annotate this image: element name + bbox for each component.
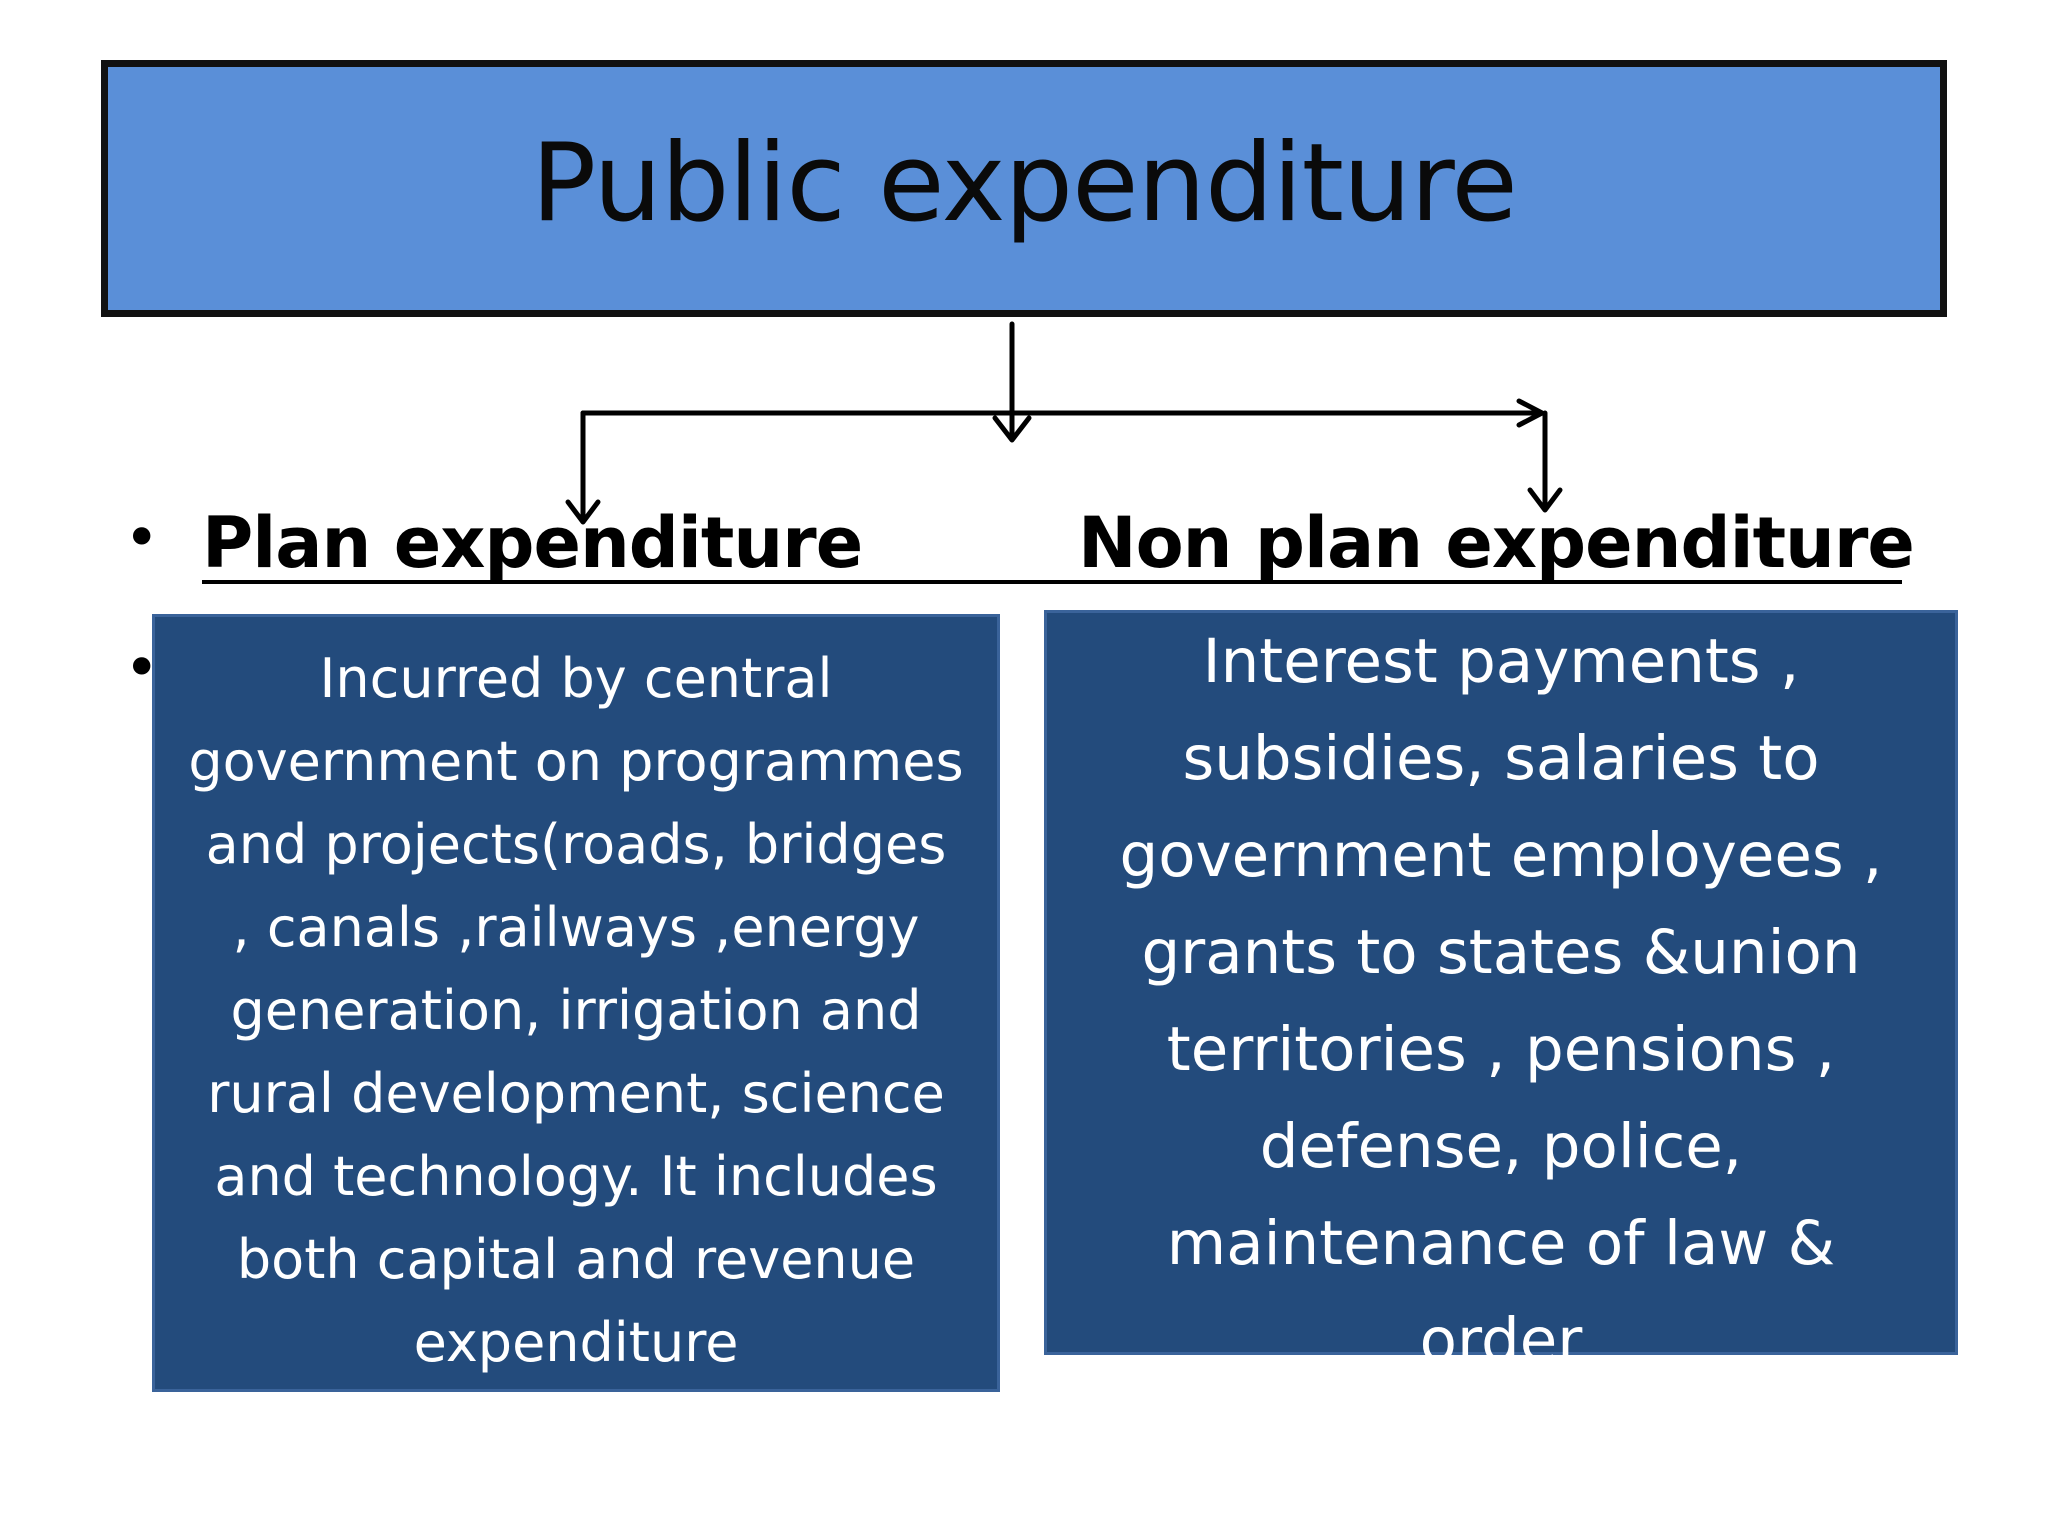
plan-expenditure-heading: Plan expenditure (202, 502, 863, 584)
non-plan-expenditure-description: Interest payments , subsidies, salaries … (1044, 610, 1958, 1376)
right-top-arrow-head (1516, 398, 1545, 428)
plan-expenditure-description: Incurred by central government on progra… (152, 614, 1000, 1392)
trunk-arrow-head (992, 415, 1032, 443)
bullet-1: • (124, 503, 160, 573)
root-node: Public expenditure (101, 60, 1947, 317)
non-plan-expenditure-heading: Non plan expenditure (1078, 502, 1915, 584)
headings-underline (202, 500, 1902, 584)
root-title: Public expenditure (531, 121, 1518, 246)
